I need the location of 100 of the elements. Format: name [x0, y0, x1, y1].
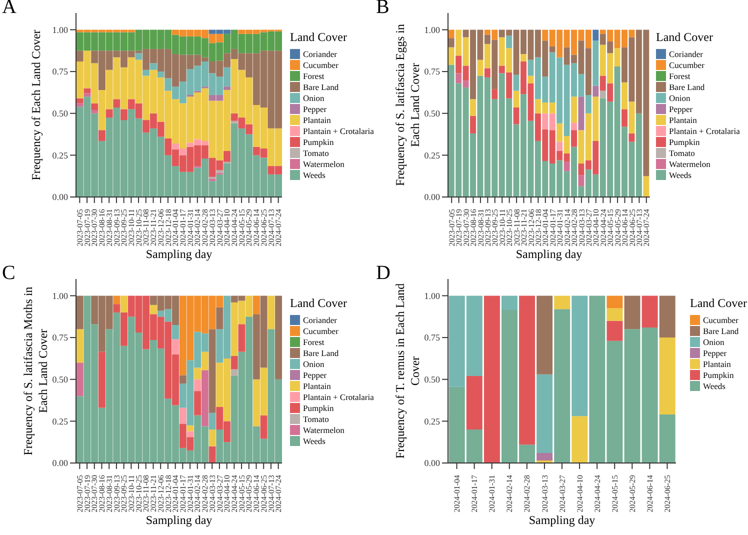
bar	[172, 339, 180, 354]
bar	[194, 391, 202, 416]
bar	[76, 296, 84, 330]
x-tick-label: 2024-05-15	[606, 209, 616, 246]
bar	[98, 130, 106, 141]
x-tick-label: 2024-03-27	[215, 475, 224, 512]
bar	[84, 88, 91, 94]
x-tick-label: 2024-07-13	[266, 475, 276, 512]
bar	[606, 308, 623, 321]
legend-label: Pumpkin	[303, 136, 334, 146]
x-axis-title: Sampling day	[528, 513, 596, 527]
x-tick-label: 2024-07-24	[642, 209, 652, 246]
legend-label: Tomato	[669, 148, 695, 158]
bar	[572, 416, 588, 463]
x-tick-label: 2024-01-31	[556, 209, 565, 246]
bar	[506, 36, 512, 48]
x-tick-label: 2024-01-17	[548, 209, 558, 246]
bar	[643, 176, 650, 197]
x-tick-label: 2024-04-24	[592, 475, 602, 512]
x-tick-label: 2024-05-29	[244, 209, 254, 246]
bar	[606, 296, 623, 308]
x-tick-label: 2024-05-29	[613, 209, 622, 246]
x-tick-label: 2023-10-25	[505, 209, 514, 246]
y-tick-label: 1.00	[424, 24, 440, 35]
bar	[470, 99, 476, 116]
x-tick-label: 2023-08-31	[104, 209, 114, 246]
x-tick-label: 2023-07-30	[90, 209, 100, 246]
bar	[150, 304, 157, 314]
x-tick-label: 2023-12-18	[164, 475, 173, 512]
y-tick-label: 0.00	[424, 192, 440, 202]
x-tick-label: 2024-04-24	[598, 209, 608, 246]
x-tick-label: 2023-09-13	[483, 209, 492, 246]
bar	[208, 446, 216, 463]
bar	[571, 96, 578, 123]
x-axis-title: Sampling day	[514, 247, 584, 261]
legend-label: Pepper	[303, 370, 327, 380]
bar	[448, 38, 454, 48]
bar	[556, 142, 563, 151]
bar	[501, 296, 518, 310]
bar	[554, 309, 570, 463]
x-tick-label: 2023-09-25	[120, 209, 129, 246]
bar	[230, 369, 238, 376]
x-tick-label: 2024-04-24	[230, 475, 239, 512]
y-tick-label: 0.50	[424, 108, 440, 119]
legend-label: Bare Land	[303, 348, 339, 358]
chart-title: C	[2, 262, 16, 285]
x-tick-label: 2023-10-25	[134, 209, 144, 246]
x-tick-label: 2024-02-14	[193, 209, 202, 246]
bar	[157, 72, 164, 78]
chart-title: D	[376, 262, 390, 285]
bar	[76, 98, 84, 104]
bar	[194, 379, 202, 392]
x-tick-label: 2023-08-16	[98, 209, 107, 246]
bar	[106, 109, 113, 118]
x-tick-label: 2023-08-31	[476, 209, 486, 246]
legend-label: Bare Land	[703, 326, 739, 336]
legend-label: Cucumber	[303, 326, 338, 336]
legend-label: Pumpkin	[303, 402, 334, 412]
x-tick-label: 2024-02-28	[570, 209, 580, 246]
bar	[208, 430, 216, 446]
x-tick-label: 2024-02-28	[200, 475, 210, 512]
legend-label: Watermelon	[669, 158, 710, 168]
x-tick-label: 2024-01-31	[186, 475, 195, 512]
legend-label: Pepper	[669, 104, 693, 114]
bar	[113, 296, 120, 304]
x-tick-label: 2024-03-27	[558, 475, 567, 512]
bar	[186, 431, 194, 438]
bar	[238, 324, 246, 352]
legend-label: Plantain + Crotalaria	[303, 126, 374, 136]
legend-title: Land Cover	[656, 30, 714, 45]
bar	[76, 362, 84, 396]
legend-label: Plantain + Crotalaria	[303, 392, 374, 402]
y-tick-label: 0.50	[52, 108, 68, 119]
legend-label: Forest	[303, 336, 324, 346]
x-tick-label: 2024-01-31	[488, 475, 497, 512]
y-tick-label: 0.75	[424, 332, 440, 343]
y-tick-label: 1.00	[52, 24, 68, 35]
x-tick-label: 2024-05-15	[610, 475, 620, 512]
legend-label: Coriander	[669, 48, 703, 58]
x-tick-label: 2024-03-13	[577, 209, 586, 246]
legend-label: Cucumber	[703, 314, 738, 324]
legend-label: Plantain	[303, 114, 331, 124]
bar	[628, 133, 635, 142]
y-axis-title: Frequency of Each Land Cover	[28, 28, 44, 182]
y-axis-title: Frequency of T. remus in Each Land Cover	[392, 282, 423, 461]
x-axis-title: Sampling day	[144, 247, 214, 261]
x-tick-label: 2024-07-13	[266, 209, 276, 246]
legend-label: Cucumber	[669, 60, 704, 70]
y-tick-label: 0.50	[424, 374, 440, 385]
x-tick-label: 2024-01-04	[541, 209, 550, 246]
chart-title: B	[376, 0, 390, 19]
legend-label: Weeds	[703, 380, 726, 390]
legend-label: Plantain	[303, 380, 331, 390]
bar	[142, 70, 150, 76]
bar	[536, 374, 553, 453]
bar	[659, 338, 676, 414]
x-tick-label: 2024-01-31	[186, 209, 195, 246]
bar	[528, 76, 534, 84]
x-tick-label: 2023-08-16	[469, 209, 478, 246]
bar	[600, 90, 606, 98]
